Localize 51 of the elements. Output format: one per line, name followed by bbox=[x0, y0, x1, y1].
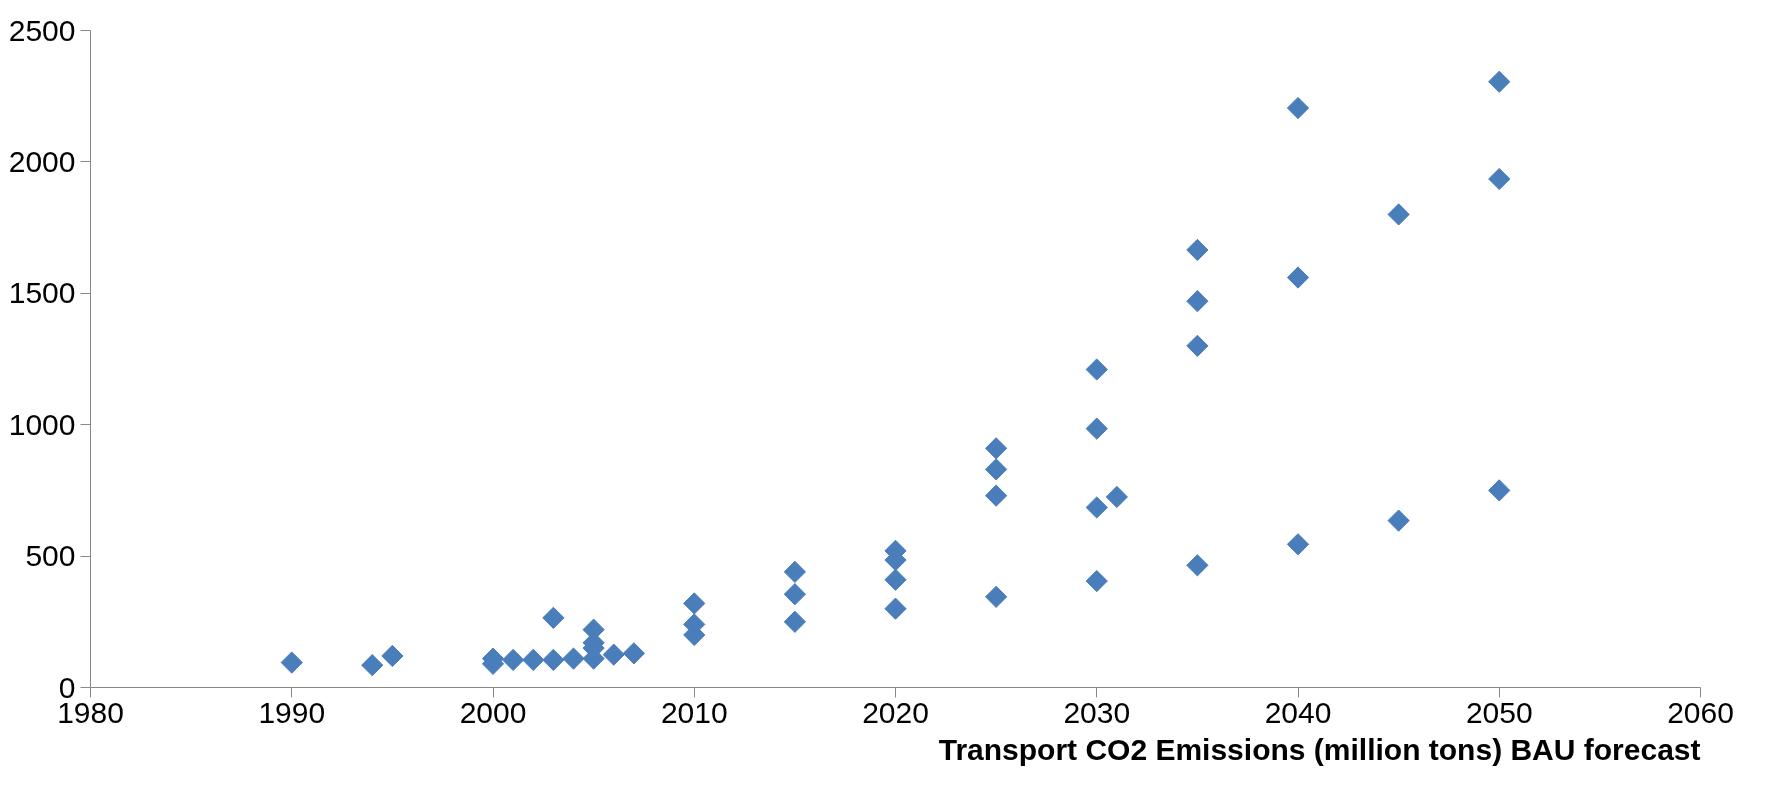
point bbox=[1105, 485, 1128, 509]
point bbox=[1085, 417, 1108, 440]
point bbox=[602, 643, 625, 666]
point bbox=[1085, 569, 1108, 593]
point bbox=[1488, 479, 1511, 502]
point bbox=[542, 648, 565, 672]
x-tick-label: 1990 bbox=[258, 695, 326, 729]
y-tick-label: 2500 bbox=[8, 13, 76, 47]
point bbox=[783, 583, 806, 606]
point bbox=[1286, 533, 1310, 556]
point bbox=[985, 484, 1008, 507]
point bbox=[1387, 203, 1410, 226]
point bbox=[1186, 290, 1209, 313]
x-axis-title: Transport CO2 Emissions (million tons) BAU forecast bbox=[938, 732, 1701, 766]
x-tick-label: 2040 bbox=[1264, 695, 1332, 729]
y-tick-label: 1000 bbox=[8, 407, 76, 441]
y-tick-label: 1500 bbox=[8, 276, 76, 310]
point bbox=[783, 560, 806, 583]
point bbox=[562, 647, 585, 670]
point bbox=[985, 585, 1008, 608]
x-tick-label: 2050 bbox=[1465, 695, 1533, 729]
point bbox=[985, 437, 1008, 460]
point bbox=[1387, 509, 1410, 532]
point bbox=[381, 644, 404, 668]
point bbox=[522, 648, 545, 672]
x-tick-label: 2030 bbox=[1063, 695, 1131, 729]
point bbox=[783, 610, 806, 633]
x-tick-label: 2010 bbox=[660, 695, 728, 729]
point bbox=[542, 606, 565, 629]
point bbox=[1186, 238, 1209, 262]
x-tick-label: 2000 bbox=[459, 695, 527, 729]
y-tick-label: 500 bbox=[25, 539, 76, 573]
point bbox=[280, 651, 303, 674]
point bbox=[1186, 554, 1209, 577]
y-tick-label: 2000 bbox=[8, 144, 76, 178]
point bbox=[1488, 167, 1511, 191]
x-tick-label: 2020 bbox=[862, 695, 929, 729]
point bbox=[502, 648, 525, 672]
point bbox=[1186, 334, 1209, 357]
point bbox=[985, 458, 1008, 481]
point bbox=[1286, 96, 1310, 120]
point bbox=[884, 597, 907, 620]
point bbox=[884, 568, 907, 591]
point bbox=[622, 642, 645, 665]
point bbox=[1286, 266, 1310, 289]
point bbox=[683, 592, 706, 615]
point bbox=[361, 654, 384, 677]
point bbox=[1488, 70, 1511, 93]
point bbox=[1085, 496, 1108, 519]
point bbox=[1085, 358, 1108, 381]
x-tick-label: 2060 bbox=[1667, 695, 1734, 729]
